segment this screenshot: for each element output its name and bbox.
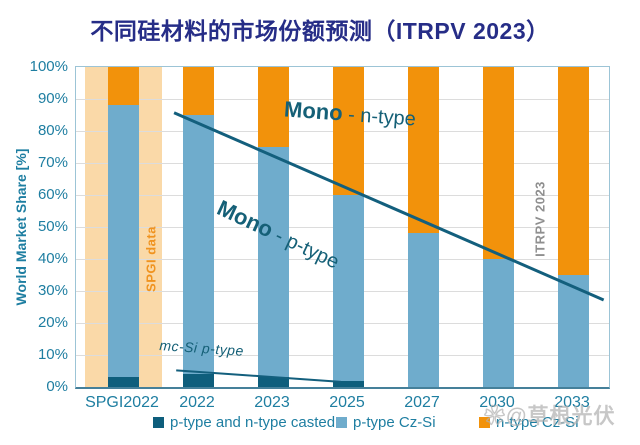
y-tick-label: 50% xyxy=(37,218,68,235)
bar-segment xyxy=(332,67,364,195)
legend-label-n-type-cz-si: n-type Cz-Si xyxy=(496,414,579,431)
y-tick-label: 40% xyxy=(37,250,68,267)
y-tick-label: 0% xyxy=(46,378,68,395)
x-axis-label: 2023 xyxy=(254,394,290,411)
y-tick-label: 90% xyxy=(37,90,68,107)
annotation-mono-n-type-bold: Mono xyxy=(283,96,344,126)
plot-area: Mono - n-type Mono - p-type mc-Si p-type… xyxy=(75,66,610,389)
bar-segment xyxy=(557,67,589,275)
y-tick-label: 10% xyxy=(37,346,68,363)
bar-segment xyxy=(332,195,364,381)
legend-item-p-type-cz-si: p-type Cz-Si xyxy=(336,414,436,431)
y-tick-label: 100% xyxy=(29,58,68,75)
bar-segment xyxy=(482,67,514,259)
bar-segment xyxy=(257,377,289,387)
bar-segment xyxy=(182,115,214,375)
legend: p-type and n-type casted p-type Cz-Si n-… xyxy=(0,414,640,436)
y-tick-label: 60% xyxy=(37,186,68,203)
bar-segment xyxy=(257,147,289,378)
bar-segment xyxy=(557,275,589,387)
annotation-mono-n-type: Mono - n-type xyxy=(283,96,417,131)
annotation-mono-n-type-rest: - n-type xyxy=(341,103,417,131)
bar-segment xyxy=(107,67,139,106)
bar-segment xyxy=(182,374,214,387)
y-axis-tick-labels: 0% 10% 20% 30% 40% 50% 60% 70% 80% 90% 100% xyxy=(0,58,68,395)
y-tick-label: 30% xyxy=(37,282,68,299)
legend-item-n-type-cz-si: n-type Cz-Si xyxy=(479,414,579,431)
x-axis-label: 2025 xyxy=(329,394,365,411)
annotation-itrpv-2023: ITRPV 2023 xyxy=(532,181,548,257)
legend-swatch-casted xyxy=(153,417,164,428)
bar-segment xyxy=(482,259,514,387)
annotation-spgi-data: SPGI data xyxy=(143,226,159,292)
y-tick-label: 70% xyxy=(37,154,68,171)
x-axis-labels: SPGI2022 2022 2023 2025 2027 2030 2033 xyxy=(75,394,610,414)
watermark: ❀@草根光伏 xyxy=(484,405,616,428)
bar-segment xyxy=(107,377,139,387)
page-title: 不同硅材料的市场份额预测（ITRPV 2023） xyxy=(90,18,550,44)
bar-segment xyxy=(182,67,214,115)
x-axis-label: 2022 xyxy=(179,394,215,411)
x-axis-label: 2027 xyxy=(404,394,440,411)
y-tick-label: 80% xyxy=(37,122,68,139)
bar-segment xyxy=(407,233,439,387)
legend-label-p-type-cz-si: p-type Cz-Si xyxy=(353,414,436,431)
bar-segment xyxy=(407,67,439,234)
legend-item-casted: p-type and n-type casted xyxy=(153,414,335,431)
legend-swatch-p-type-cz-si xyxy=(336,417,347,428)
bar-segment xyxy=(332,380,364,387)
legend-label-casted: p-type and n-type casted xyxy=(170,414,336,431)
x-axis-label: 2030 xyxy=(479,394,515,411)
x-axis-label: SPGI2022 xyxy=(85,394,159,411)
legend-swatch-n-type-cz-si xyxy=(479,417,490,428)
bar-segment xyxy=(107,105,139,378)
y-tick-label: 20% xyxy=(37,314,68,331)
x-axis-label: 2033 xyxy=(554,394,590,411)
